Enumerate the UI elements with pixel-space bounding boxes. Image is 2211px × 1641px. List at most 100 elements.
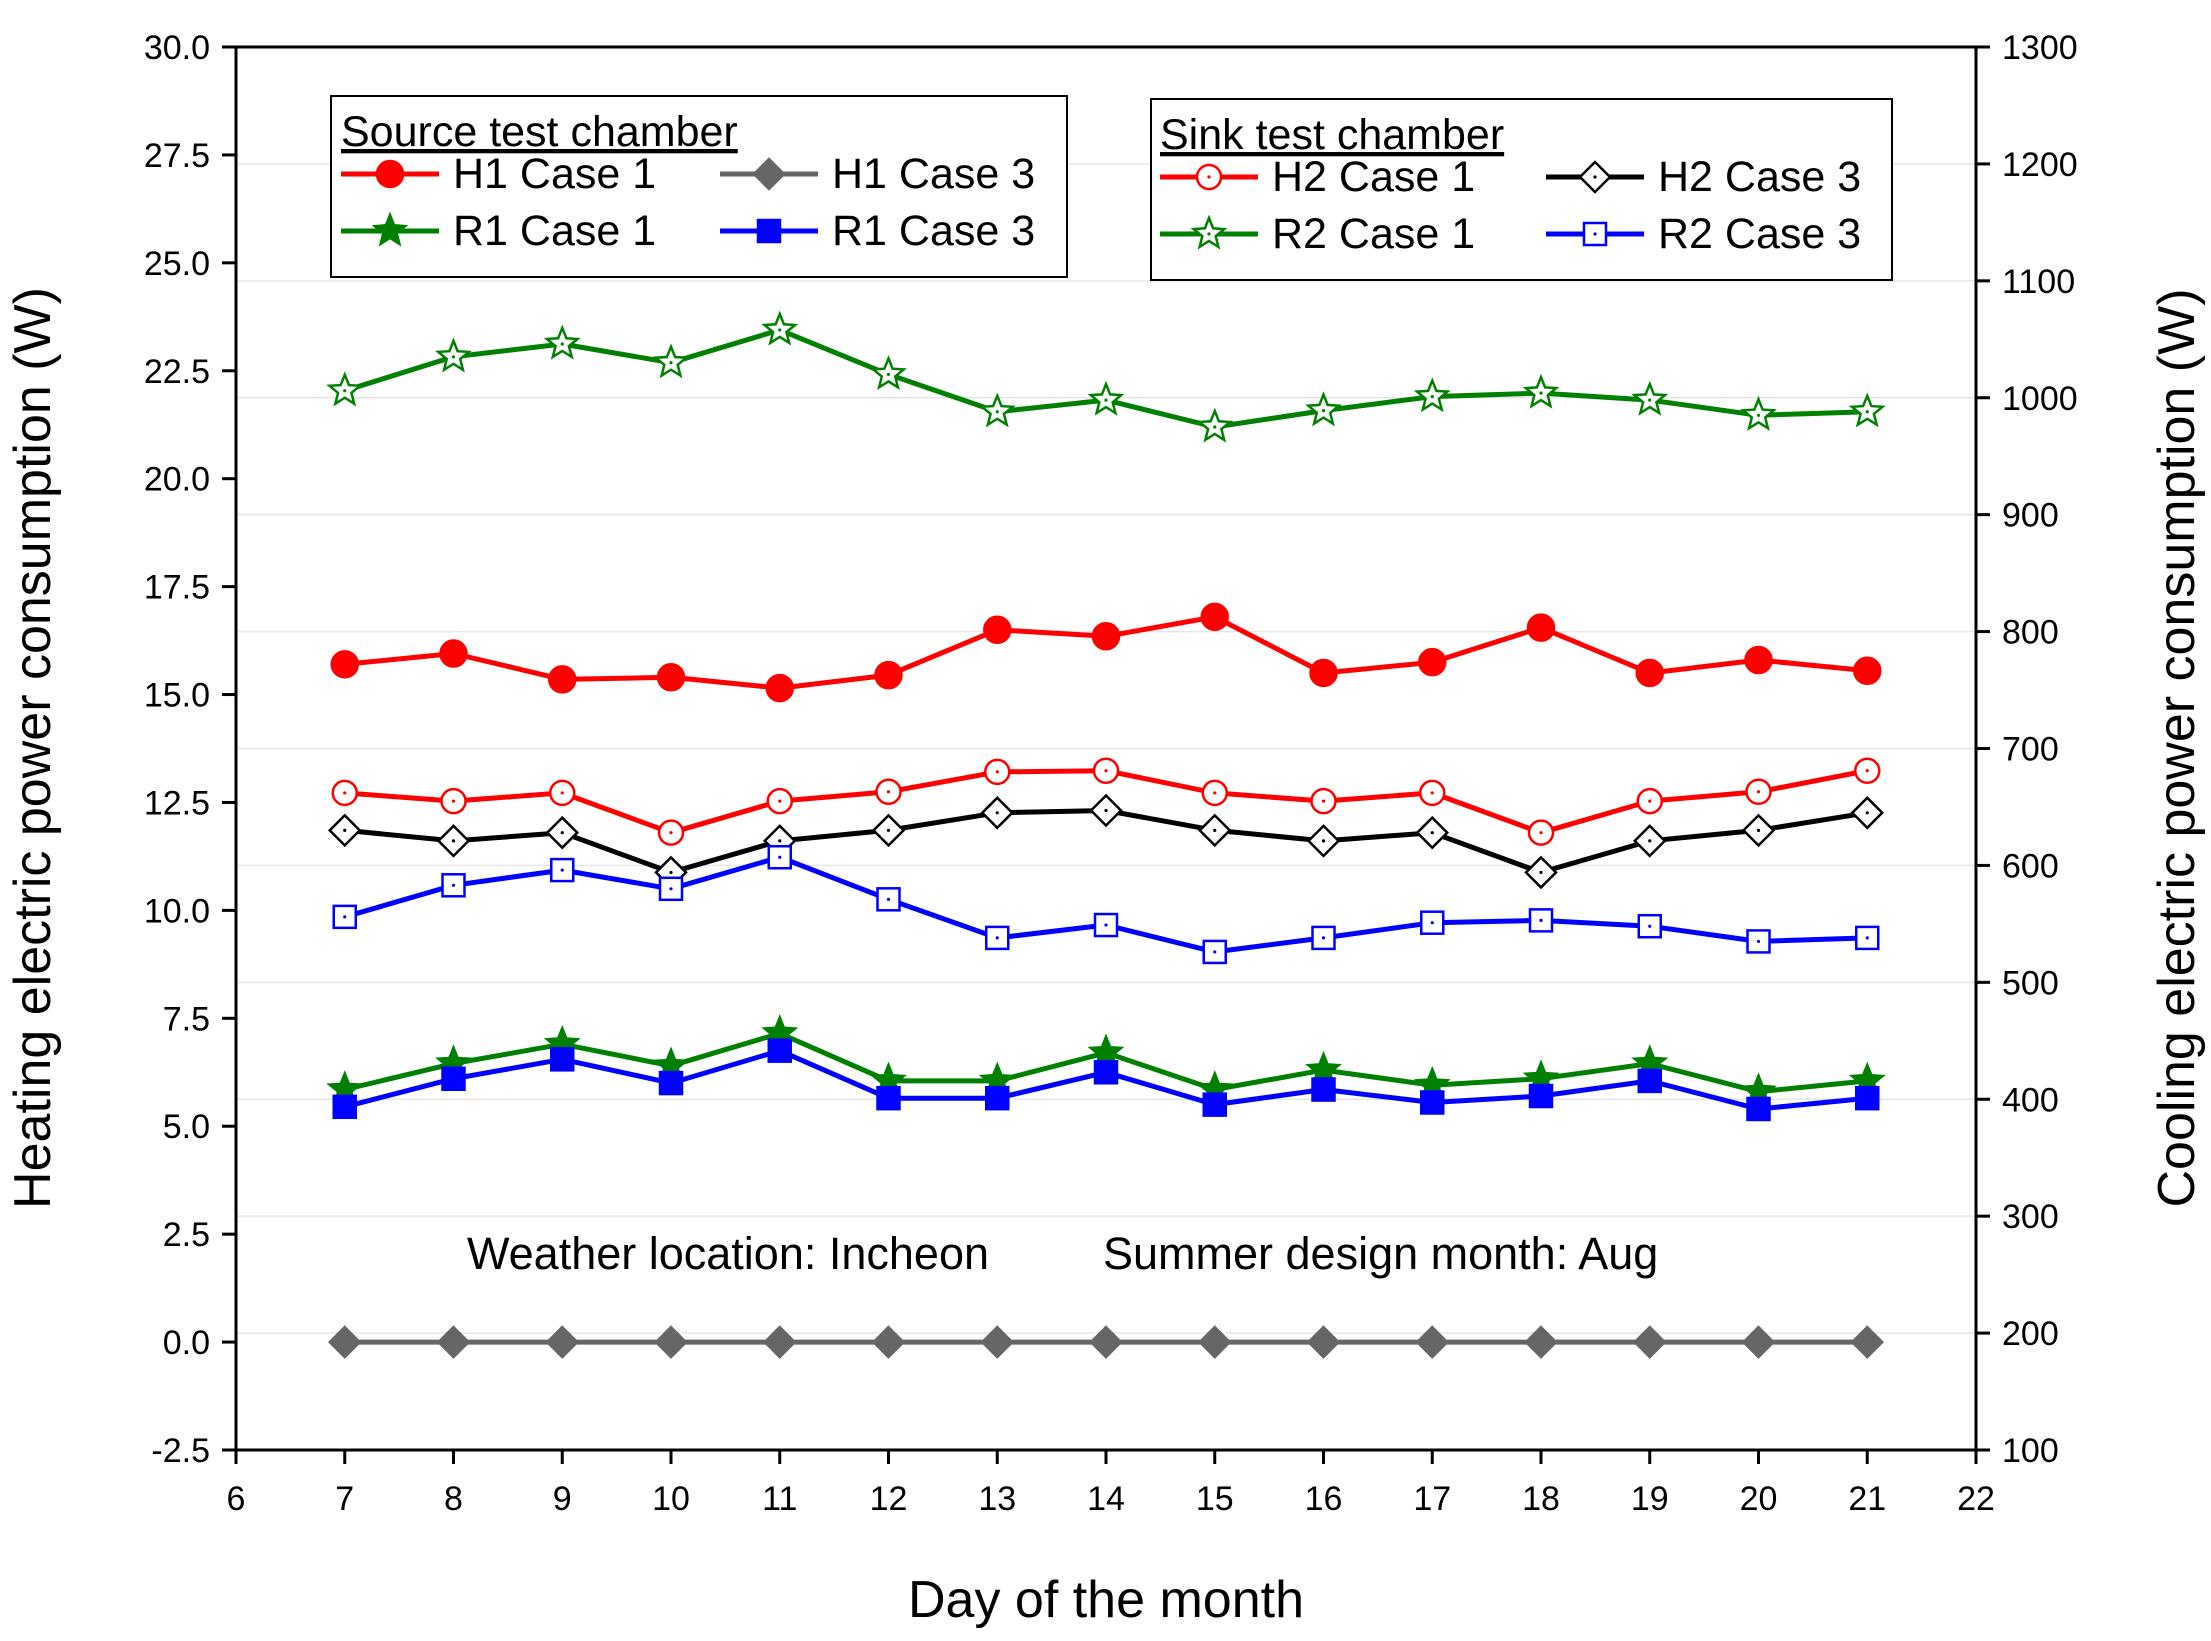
point-r1-case-3-day-16 xyxy=(1311,1077,1336,1102)
series-r2-case-1 xyxy=(326,310,1886,443)
point-r2-case-3-day-18 xyxy=(1528,908,1554,933)
y-right-tick-label-700: 700 xyxy=(2002,731,2059,769)
legend-sink-box xyxy=(1150,98,1893,281)
y-left-tick-label-2-5: -2.5 xyxy=(151,1432,210,1470)
point-r2-case-3-day-21 xyxy=(1855,925,1880,951)
point-h1-case-3-day-19 xyxy=(1632,1325,1667,1359)
legend-label-r1-case-1: R1 Case 1 xyxy=(453,207,656,255)
y-left-tick-label-0-0: 0.0 xyxy=(163,1324,210,1362)
point-r1-case-3-day-17 xyxy=(1420,1090,1445,1115)
point-h1-case-3-day-12 xyxy=(871,1325,906,1359)
point-h2-case-3-day-9 xyxy=(545,815,580,850)
x-tick-label-18: 18 xyxy=(1522,1480,1560,1518)
point-h1-case-1-day-8 xyxy=(439,639,468,668)
y-left-tick-label-22-5: 22.5 xyxy=(144,353,210,391)
point-h1-case-1-day-21 xyxy=(1853,656,1882,686)
legend-sink-title: Sink test chamber xyxy=(1160,111,1504,159)
x-tick-label-17: 17 xyxy=(1413,1480,1451,1518)
legend-marker-r2-case-3 xyxy=(1582,221,1608,247)
point-h1-case-3-day-20 xyxy=(1741,1325,1776,1359)
point-h2-case-1-day-20 xyxy=(1745,778,1772,806)
point-h1-case-3-day-7 xyxy=(327,1325,362,1359)
x-tick-label-10: 10 xyxy=(652,1480,690,1518)
y-right-tick-label-100: 100 xyxy=(2002,1432,2059,1470)
y-right-tick-label-1100: 1100 xyxy=(2002,263,2075,301)
series-line-r2-case-1 xyxy=(344,327,1868,430)
point-h2-case-3-day-19 xyxy=(1632,824,1667,858)
point-r2-case-1-day-15 xyxy=(1196,407,1234,443)
point-r1-case-3-day-13 xyxy=(985,1085,1010,1111)
y-right-tick-label-200: 200 xyxy=(2002,1315,2059,1353)
point-r2-case-3-day-12 xyxy=(876,887,901,912)
x-tick-label-12: 12 xyxy=(870,1480,908,1518)
point-h2-case-3-day-8 xyxy=(436,824,471,858)
point-r1-case-1-day-16 xyxy=(1305,1050,1342,1086)
point-r1-case-3-day-10 xyxy=(658,1070,684,1096)
point-r2-case-3-day-13 xyxy=(985,925,1010,951)
series-r1-case-1 xyxy=(326,1014,1886,1108)
x-tick-label-11: 11 xyxy=(762,1480,797,1518)
y-left-tick-label-5-0: 5.0 xyxy=(163,1108,210,1146)
point-h2-case-1-day-10 xyxy=(657,819,685,846)
point-h1-case-1-day-15 xyxy=(1200,602,1229,632)
legend-marker-h2-case-3 xyxy=(1578,160,1612,194)
y-left-tick-label-20-0: 20.0 xyxy=(144,461,210,499)
point-r2-case-1-day-7 xyxy=(326,371,364,407)
point-h2-case-3-day-15 xyxy=(1197,813,1232,848)
point-h2-case-3-day-13 xyxy=(980,796,1015,830)
y-left-tick-label-15-0: 15.0 xyxy=(144,677,210,715)
legend-source-title: Source test chamber xyxy=(341,108,738,156)
point-r2-case-3-day-8 xyxy=(441,873,466,898)
point-h2-case-1-day-13 xyxy=(984,758,1011,786)
series-h1-case-1 xyxy=(330,602,1882,703)
point-r2-case-3-day-10 xyxy=(658,876,684,902)
point-h2-case-3-day-12 xyxy=(871,813,906,848)
legend-entry-h2-case-1: H2 Case 1 xyxy=(1160,153,1475,201)
point-r1-case-3-day-19 xyxy=(1637,1068,1662,1094)
annotation-weather-location: Weather location: Incheon xyxy=(467,1228,989,1279)
point-h2-case-3-day-7 xyxy=(327,813,362,848)
legend-entry-h1-case-3: H1 Case 3 xyxy=(720,150,1035,198)
legend-label-h1-case-3: H1 Case 3 xyxy=(832,150,1035,198)
series-r2-case-3 xyxy=(332,844,1880,965)
x-tick-label-20: 20 xyxy=(1740,1480,1778,1518)
point-r2-case-1-day-11 xyxy=(761,310,799,346)
point-r1-case-3-day-8 xyxy=(441,1066,466,1091)
point-h1-case-1-day-9 xyxy=(548,665,577,694)
point-h2-case-3-day-21 xyxy=(1850,796,1885,830)
x-tick-label-8: 8 xyxy=(444,1480,463,1518)
x-tick-label-7: 7 xyxy=(335,1480,354,1518)
point-h1-case-3-day-11 xyxy=(762,1325,797,1359)
point-h2-case-1-day-16 xyxy=(1310,787,1337,815)
point-r1-case-3-day-14 xyxy=(1093,1060,1119,1085)
y-left-tick-label-2-5: 2.5 xyxy=(163,1216,210,1254)
point-r2-case-1-day-12 xyxy=(870,355,907,391)
point-r2-case-1-day-10 xyxy=(652,343,690,379)
point-h1-case-3-day-10 xyxy=(654,1325,688,1359)
y-right-tick-label-900: 900 xyxy=(2002,497,2059,535)
point-h2-case-3-day-14 xyxy=(1089,793,1123,828)
point-r2-case-3-day-19 xyxy=(1637,913,1662,939)
legend-entry-h2-case-3: H2 Case 3 xyxy=(1546,153,1861,201)
legend-label-h1-case-1: H1 Case 1 xyxy=(453,150,656,198)
legend-marker-r1-case-3 xyxy=(756,218,782,244)
legend-label-r2-case-1: R2 Case 1 xyxy=(1272,210,1475,258)
point-r1-case-3-day-18 xyxy=(1528,1083,1554,1109)
point-h2-case-1-day-7 xyxy=(331,779,358,807)
y-left-tick-label-12-5: 12.5 xyxy=(144,784,210,822)
point-r2-case-1-day-16 xyxy=(1305,391,1342,427)
x-tick-label-14: 14 xyxy=(1087,1480,1125,1518)
legend-sink: Sink test chamber H2 Case 1 H2 Case 3 R2 C… xyxy=(1150,98,1893,281)
legend-marker-r2-case-1 xyxy=(1190,214,1228,250)
point-h2-case-3-day-20 xyxy=(1741,813,1776,848)
point-h2-case-3-day-16 xyxy=(1306,824,1341,858)
x-tick-label-6: 6 xyxy=(227,1480,246,1518)
point-h2-case-1-day-9 xyxy=(549,779,576,807)
legend-marker-h1-case-1 xyxy=(375,159,405,189)
point-h1-case-1-day-7 xyxy=(330,650,359,679)
legend-entry-r1-case-1: R1 Case 1 xyxy=(341,207,656,255)
y-axis-right-title: Cooling electric power consumption (W) xyxy=(2148,288,2206,1207)
point-r1-case-3-day-21 xyxy=(1855,1085,1880,1111)
y-left-tick-label-10-0: 10.0 xyxy=(144,892,210,930)
